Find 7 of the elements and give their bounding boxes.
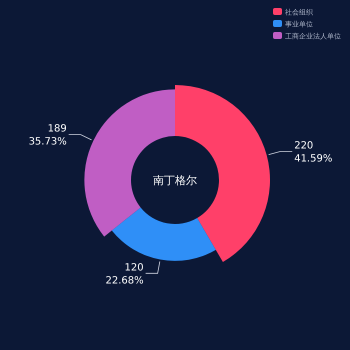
data-label: 189 xyxy=(48,124,67,135)
data-label: 120 xyxy=(124,262,144,274)
text: 41.59% xyxy=(294,154,332,165)
text: 南丁格尔 xyxy=(153,174,197,187)
data-label: 220 xyxy=(294,140,314,152)
text: 22.68% xyxy=(105,275,144,286)
text: 35.73% xyxy=(28,136,67,148)
